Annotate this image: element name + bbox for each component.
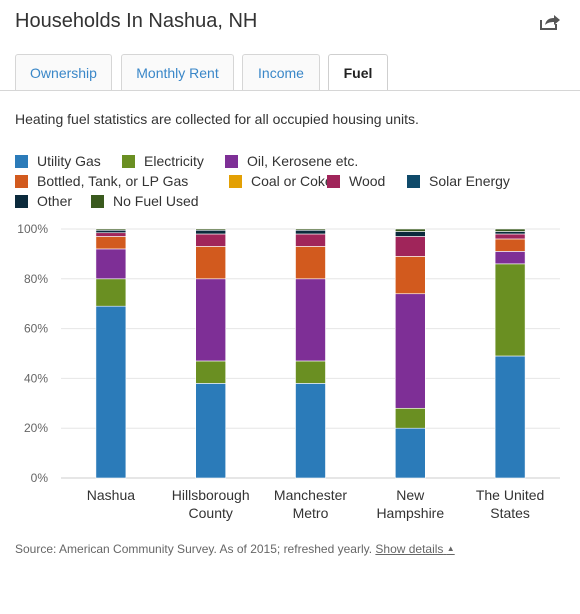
legend-swatch [229,174,242,188]
x-tick-label: Manchester [274,487,347,503]
x-tick-label: Metro [293,505,329,521]
tab-monthly-rent[interactable]: Monthly Rent [121,54,234,90]
tab-divider [0,90,580,91]
legend-item[interactable]: Solar Energy [407,172,510,190]
legend-item[interactable]: Wood [327,172,385,190]
legend-item[interactable]: Bottled, Tank, or LP Gas [15,172,188,190]
legend-item[interactable]: Coal or Coke [229,172,333,190]
legend-swatch [122,154,135,168]
legend-swatch [225,154,238,168]
legend-swatch [327,174,340,188]
legend-swatch [407,174,420,188]
show-details-label: Show details [375,542,444,556]
bar-segment [295,360,326,384]
legend-label: Utility Gas [37,153,101,169]
bar-segment [494,355,526,479]
legend-item[interactable]: Utility Gas [15,152,101,170]
bar-segment [295,278,326,362]
x-tick-label: County [189,505,233,521]
y-tick-label: 0% [31,471,49,485]
bar-segment [394,236,426,257]
x-tick-label: States [490,505,530,521]
bar-segment [95,305,127,479]
legend-label: Other [37,193,73,209]
y-tick-label: 60% [24,322,48,336]
bar-segment [494,238,526,252]
legend-label: Electricity [144,153,204,169]
share-icon[interactable] [539,13,561,31]
bar-segment [195,246,226,280]
bar-segment [95,248,127,280]
y-tick-label: 80% [24,272,48,286]
legend-swatch [15,174,28,188]
tab-ownership[interactable]: Ownership [15,54,112,90]
tab-bar: Ownership Monthly Rent Income Fuel [15,54,580,91]
bar-segment [95,278,127,307]
legend-label: No Fuel Used [113,193,199,209]
bar-segment [494,228,526,232]
bar-segment [195,233,226,247]
legend-item[interactable]: Other [15,192,72,210]
caret-up-icon: ▲ [446,544,455,553]
bar-segment [195,383,226,479]
bar-segment [494,233,526,240]
stacked-bar-chart: 0% 20% 40% 60% 80% 100% Nashua Hillsborough Coun… [17,222,560,521]
tab-income[interactable]: Income [242,54,320,90]
legend: Utility Gas Electricity Oil, Kerosene etc.… [15,152,575,212]
legend-item[interactable]: Electricity [122,152,204,170]
x-tick-label: Hampshire [376,505,444,521]
page-title: Households In Nashua, NH [15,10,258,32]
bar-segment [394,228,426,232]
bar-segment [394,256,426,295]
bar-segment [95,236,127,250]
bar-segment [195,228,226,231]
bar-segment [394,407,426,429]
bar-segment [95,228,127,231]
bar-segment [95,232,127,237]
y-tick-label: 20% [24,421,48,435]
x-tick-label: The United [476,487,544,503]
tab-fuel[interactable]: Fuel [328,54,388,91]
bar-segment [394,231,426,237]
bar-segment [494,251,526,265]
bar-segment [295,383,326,479]
bar-segment [394,293,426,409]
bar-segment [295,229,326,235]
bar-segment [494,231,526,235]
legend-swatch [91,194,104,208]
bar-segment [295,246,326,280]
show-details-link[interactable]: Show details ▲ [375,542,454,556]
bar-segment [494,263,526,357]
legend-swatch [15,154,28,168]
legend-item[interactable]: No Fuel Used [91,192,199,210]
x-tick-label: Hillsborough [172,487,250,503]
x-tick-label: Nashua [87,487,135,503]
bar-segment [295,228,326,231]
y-tick-label: 40% [24,371,48,385]
source-note: Source: American Community Survey. As of… [15,542,455,556]
description: Heating fuel statistics are collected fo… [15,111,419,127]
bar-segment [295,233,326,247]
bar-segment [195,360,226,384]
bar-segment [195,278,226,362]
legend-item[interactable]: Oil, Kerosene etc. [225,152,358,170]
legend-label: Wood [349,173,386,189]
bar-segment [195,229,226,235]
source-text: Source: American Community Survey. As of… [15,542,373,556]
header: Households In Nashua, NH [15,8,565,38]
bar-segment [95,229,127,234]
legend-label: Solar Energy [429,173,510,189]
legend-label: Oil, Kerosene etc. [247,153,359,169]
legend-swatch [15,194,28,208]
legend-label: Bottled, Tank, or LP Gas [37,173,189,189]
x-tick-label: New [396,487,425,503]
legend-label: Coal or Coke [251,173,333,189]
y-tick-label: 100% [17,222,48,236]
bar-segment [394,427,426,479]
